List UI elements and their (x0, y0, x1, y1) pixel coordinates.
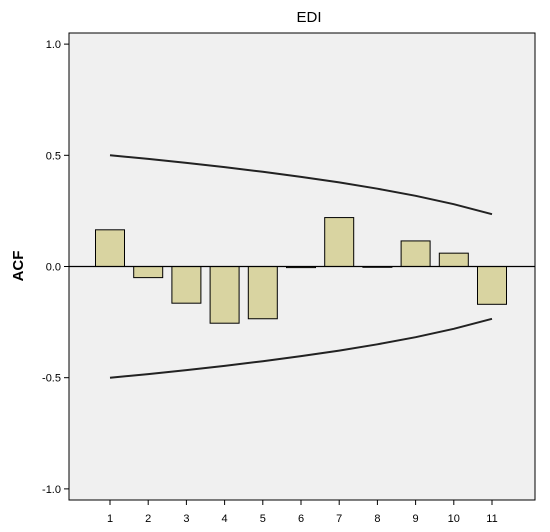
acf-bar-lag-1 (95, 229, 125, 267)
x-tick-label: 3 (183, 513, 189, 525)
acf-bar-lag-10 (438, 252, 469, 268)
x-tick-label: 6 (298, 513, 304, 525)
y-tick-label: 1.0 (46, 39, 61, 51)
x-tick-label: 2 (145, 513, 151, 525)
upper-confidence-limit (109, 154, 493, 216)
acf-bar-lag-5 (247, 266, 278, 320)
acf-bar-lag-3 (171, 266, 202, 304)
x-tick-label: 4 (222, 513, 228, 525)
y-tick-label: -1.0 (42, 484, 61, 496)
acf-bar-lag-7 (324, 217, 355, 267)
x-axis: 1 2 3 4 5 6 7 8 9 10 11 (107, 500, 498, 525)
acf-bar-lag-4 (209, 266, 240, 324)
x-tick-label: 10 (448, 513, 460, 525)
y-tick-label: -0.5 (42, 373, 61, 385)
x-tick-label: 8 (374, 513, 380, 525)
acf-bar-lag-9 (400, 240, 431, 268)
chart-title: EDI (296, 9, 321, 26)
y-axis: -1.0 -0.5 0.0 0.5 1.0 (42, 39, 69, 496)
x-tick-label: 1 (107, 513, 113, 525)
lower-confidence-limit (109, 317, 493, 379)
acf-bar-lag-2 (133, 266, 164, 279)
y-axis-label: ACF (10, 251, 27, 282)
y-tick-label: 0.5 (46, 150, 61, 162)
y-tick-label: 0.0 (46, 262, 61, 274)
x-tick-label: 9 (413, 513, 419, 525)
x-tick-label: 5 (260, 513, 266, 525)
x-tick-label: 7 (336, 513, 342, 525)
x-tick-label: 11 (486, 513, 497, 525)
acf-bar-lag-11 (477, 266, 507, 305)
